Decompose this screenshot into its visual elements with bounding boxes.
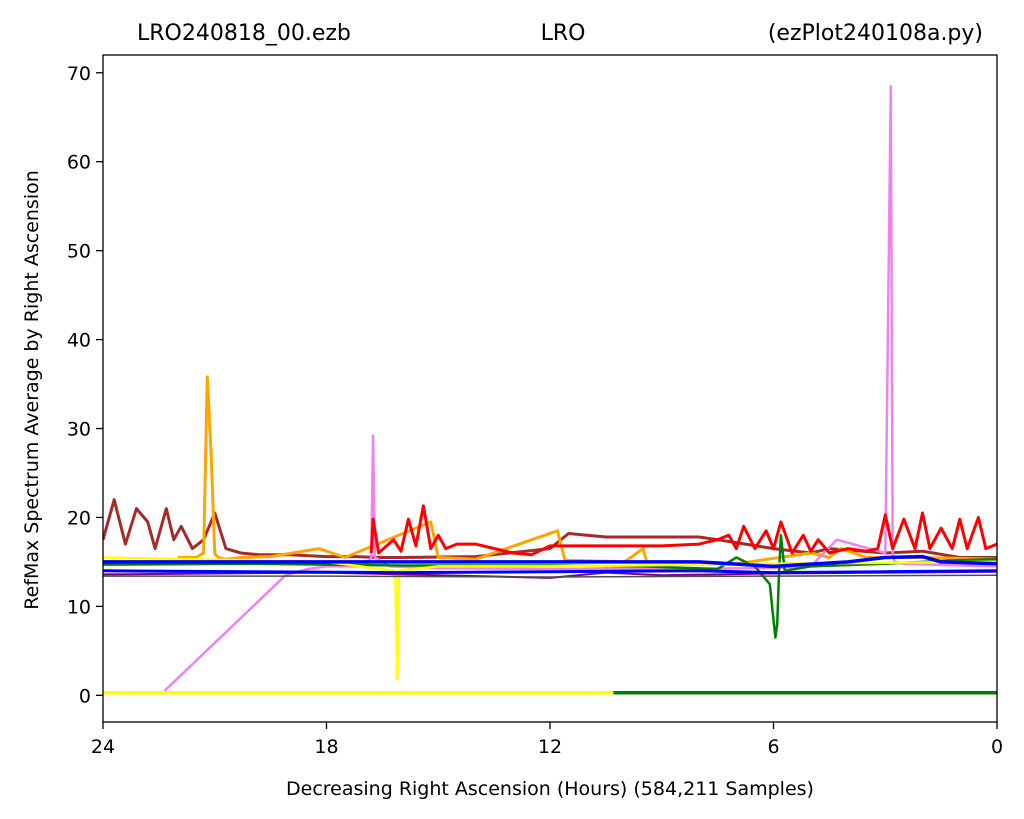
title-group: LRO240818_00.ezb LRO (ezPlot240108a.py) (137, 21, 983, 46)
y-tick-label: 40 (67, 330, 91, 352)
y-tick-label: 10 (67, 596, 91, 618)
series-line-4 (369, 504, 997, 557)
x-tick-label: 6 (767, 736, 779, 758)
x-axis-ticks: 24 18 12 6 0 (91, 722, 1003, 758)
series-line-8 (103, 556, 997, 681)
series-line-12 (103, 574, 997, 578)
series-group (103, 84, 997, 695)
y-axis-label: RefMax Spectrum Average by Right Ascensi… (21, 170, 43, 610)
chart-title-script: (ezPlot240108a.py) (768, 21, 983, 46)
series-line-3 (163, 84, 997, 692)
y-tick-label: 20 (67, 507, 91, 529)
y-axis-ticks: 0 10 20 30 40 50 60 70 (67, 63, 103, 707)
y-tick-label: 60 (67, 152, 91, 174)
x-tick-label: 24 (91, 736, 115, 758)
series-line-0 (103, 498, 401, 559)
y-tick-label: 70 (67, 63, 91, 85)
x-axis-label: Decreasing Right Ascension (Hours) (584,… (286, 778, 814, 800)
x-tick-label: 0 (991, 736, 1003, 758)
chart-title-file: LRO240818_00.ezb (137, 21, 351, 46)
series-line-10 (103, 554, 997, 569)
y-tick-label: 30 (67, 419, 91, 441)
series-line-11 (103, 569, 997, 575)
x-tick-label: 18 (314, 736, 338, 758)
chart-title-site: LRO (541, 21, 586, 46)
x-tick-label: 12 (538, 736, 562, 758)
y-tick-label: 0 (79, 685, 91, 707)
y-tick-label: 50 (67, 241, 91, 263)
